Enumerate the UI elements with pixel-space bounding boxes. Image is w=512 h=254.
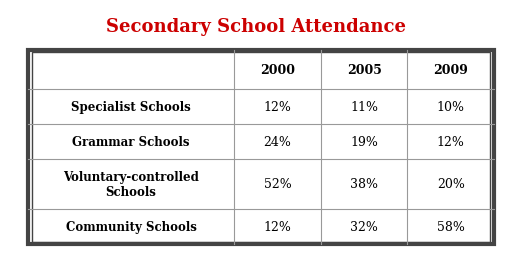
Text: Secondary School Attendance: Secondary School Attendance	[106, 18, 406, 36]
Text: 10%: 10%	[437, 101, 465, 114]
Text: Specialist Schools: Specialist Schools	[71, 101, 191, 114]
Text: Community Schools: Community Schools	[66, 220, 197, 233]
Text: Voluntary-controlled
Schools: Voluntary-controlled Schools	[63, 170, 199, 198]
Text: 24%: 24%	[264, 135, 291, 148]
Text: 2005: 2005	[347, 64, 381, 77]
Text: 12%: 12%	[264, 220, 291, 233]
Text: 19%: 19%	[350, 135, 378, 148]
Text: 58%: 58%	[437, 220, 465, 233]
Text: 32%: 32%	[350, 220, 378, 233]
Text: 20%: 20%	[437, 178, 465, 190]
Text: 11%: 11%	[350, 101, 378, 114]
Text: 2009: 2009	[433, 64, 468, 77]
Text: 12%: 12%	[437, 135, 465, 148]
Text: Grammar Schools: Grammar Schools	[72, 135, 190, 148]
Text: 52%: 52%	[264, 178, 291, 190]
Text: 2000: 2000	[260, 64, 295, 77]
Text: 12%: 12%	[264, 101, 291, 114]
Text: 38%: 38%	[350, 178, 378, 190]
